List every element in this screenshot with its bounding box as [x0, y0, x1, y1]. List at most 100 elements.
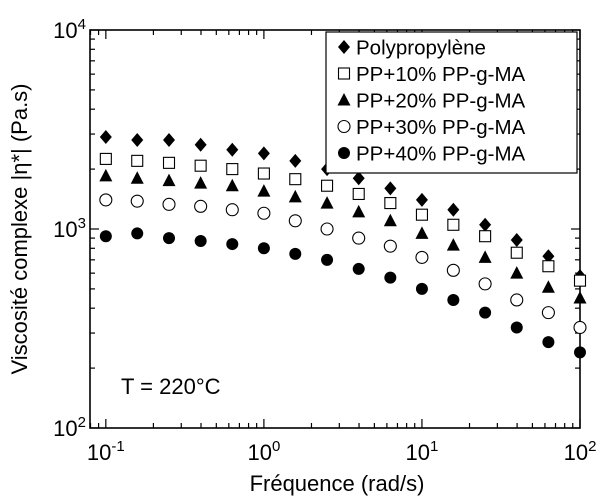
data-point	[288, 189, 302, 203]
data-point	[542, 260, 555, 273]
data-point	[131, 133, 144, 148]
x-tick-label: 102	[564, 438, 596, 465]
series-3	[99, 168, 587, 304]
data-point	[510, 266, 524, 279]
data-point	[99, 230, 112, 243]
y-axis-label: Viscosité complexe |η*| (Pa.s)	[7, 83, 32, 374]
data-point	[542, 336, 555, 349]
legend-marker	[338, 40, 350, 54]
x-tick-label: 101	[406, 438, 439, 465]
data-point	[194, 235, 207, 248]
data-point	[510, 293, 524, 307]
legend-label: Polypropylène	[356, 37, 486, 60]
data-point	[131, 154, 144, 167]
data-point	[162, 197, 176, 211]
data-point	[130, 171, 144, 184]
data-point	[225, 203, 239, 217]
x-tick-label: 100	[247, 438, 280, 465]
x-tick-label: 10-1	[87, 438, 125, 465]
data-point	[131, 227, 144, 240]
data-point	[226, 238, 239, 251]
series-4	[99, 193, 587, 335]
data-point	[415, 208, 428, 221]
data-point	[226, 142, 239, 157]
data-point	[383, 213, 397, 227]
data-point	[447, 293, 460, 306]
data-point	[257, 242, 270, 255]
data-point	[225, 178, 239, 192]
data-point	[479, 230, 492, 243]
data-point	[510, 321, 523, 334]
data-point	[542, 249, 555, 264]
legend: Polypropylène PP+10% PP-g-MA PP+20% PP-g-M…	[325, 31, 578, 174]
data-point	[479, 217, 492, 232]
data-point	[574, 346, 586, 359]
annotation-temperature: T = 220°C	[121, 374, 221, 399]
data-point	[384, 181, 397, 196]
data-point	[447, 218, 460, 231]
data-marks	[99, 129, 587, 359]
data-point	[99, 152, 112, 165]
data-point	[573, 320, 587, 335]
legend-marker	[338, 147, 350, 159]
y-tick-label: 103	[53, 215, 86, 242]
data-point	[321, 253, 334, 266]
axis-ticks: 10-1 100 101 102 102 103 104	[53, 16, 596, 465]
data-point	[415, 226, 429, 239]
data-point	[163, 133, 176, 148]
y-tick-label: 102	[53, 414, 86, 441]
data-point	[320, 196, 334, 209]
data-point	[288, 214, 302, 228]
data-point	[99, 168, 113, 182]
data-point	[384, 197, 397, 210]
data-point	[510, 233, 523, 248]
data-point	[194, 137, 207, 152]
data-point	[321, 179, 334, 192]
data-point	[352, 187, 365, 201]
data-point	[446, 238, 460, 251]
x-axis-label: Fréquence (rad/s)	[250, 471, 425, 496]
data-point	[383, 239, 397, 253]
data-point	[226, 163, 239, 176]
data-point	[352, 262, 365, 275]
data-point	[415, 250, 429, 264]
data-point	[352, 231, 366, 245]
data-point	[320, 222, 334, 236]
data-point	[446, 263, 460, 277]
data-point	[99, 193, 113, 207]
data-point	[194, 159, 207, 172]
data-point	[415, 192, 428, 207]
data-point	[573, 291, 587, 304]
data-point	[130, 194, 144, 208]
data-point	[384, 271, 397, 284]
data-point	[257, 184, 271, 197]
legend-label: PP+30% PP-g-MA	[356, 116, 526, 139]
data-point	[352, 204, 366, 218]
data-point	[447, 202, 460, 217]
data-point	[289, 173, 302, 186]
data-point	[541, 280, 555, 293]
data-point	[289, 247, 302, 260]
legend-label: PP+10% PP-g-MA	[356, 63, 526, 86]
data-point	[478, 250, 492, 263]
data-point	[510, 246, 523, 259]
data-point	[257, 146, 270, 161]
data-point	[478, 277, 492, 291]
series-2	[99, 152, 587, 287]
y-tick-label: 104	[53, 16, 86, 43]
data-point	[541, 306, 555, 320]
series-5	[99, 227, 586, 359]
legend-marker	[337, 93, 351, 106]
data-point	[257, 206, 271, 220]
data-point	[479, 306, 492, 319]
legend-label: PP+40% PP-g-MA	[356, 143, 526, 166]
data-point	[289, 153, 302, 168]
legend-box	[325, 31, 578, 174]
data-point	[163, 232, 176, 245]
data-point	[162, 173, 176, 187]
data-point	[257, 167, 270, 180]
data-point	[415, 282, 428, 295]
legend-marker	[337, 67, 351, 80]
legend-label: PP+20% PP-g-MA	[356, 90, 526, 113]
